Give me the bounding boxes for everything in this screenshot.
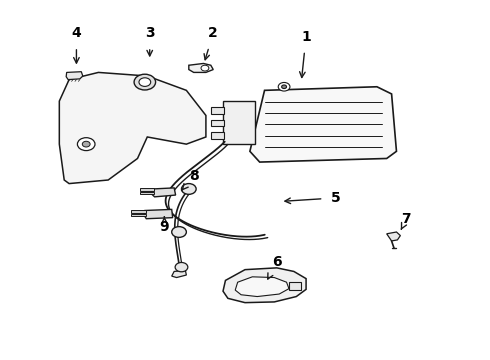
Bar <box>211 120 224 126</box>
Polygon shape <box>144 210 172 219</box>
Bar <box>140 192 154 194</box>
Text: 4: 4 <box>72 26 81 63</box>
Circle shape <box>282 85 287 89</box>
Circle shape <box>278 82 290 91</box>
Bar <box>131 210 146 213</box>
Circle shape <box>139 78 151 86</box>
Polygon shape <box>387 232 400 241</box>
Polygon shape <box>223 101 255 144</box>
Bar <box>289 282 301 290</box>
Bar <box>131 214 146 216</box>
Circle shape <box>82 141 90 147</box>
Polygon shape <box>235 277 289 297</box>
Circle shape <box>134 74 156 90</box>
Polygon shape <box>223 268 306 303</box>
Bar <box>211 107 224 114</box>
Circle shape <box>201 65 209 71</box>
Text: 6: 6 <box>268 256 282 279</box>
Text: 7: 7 <box>401 212 411 229</box>
Polygon shape <box>151 188 175 197</box>
Text: 5: 5 <box>285 191 340 205</box>
Bar <box>140 188 154 191</box>
Polygon shape <box>250 87 396 162</box>
Circle shape <box>175 262 188 272</box>
Polygon shape <box>189 63 213 72</box>
Text: 1: 1 <box>299 30 311 77</box>
Polygon shape <box>66 72 83 80</box>
Polygon shape <box>59 72 206 184</box>
Polygon shape <box>172 270 186 278</box>
Text: 8: 8 <box>181 170 198 191</box>
Circle shape <box>181 184 196 194</box>
Text: 3: 3 <box>145 26 154 56</box>
Text: 9: 9 <box>160 217 169 234</box>
Text: 2: 2 <box>204 26 218 60</box>
Circle shape <box>172 226 186 237</box>
Bar <box>211 132 224 139</box>
Circle shape <box>77 138 95 150</box>
